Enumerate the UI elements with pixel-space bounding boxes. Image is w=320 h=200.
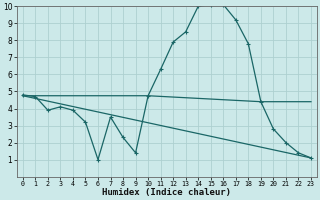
X-axis label: Humidex (Indice chaleur): Humidex (Indice chaleur) — [102, 188, 231, 197]
